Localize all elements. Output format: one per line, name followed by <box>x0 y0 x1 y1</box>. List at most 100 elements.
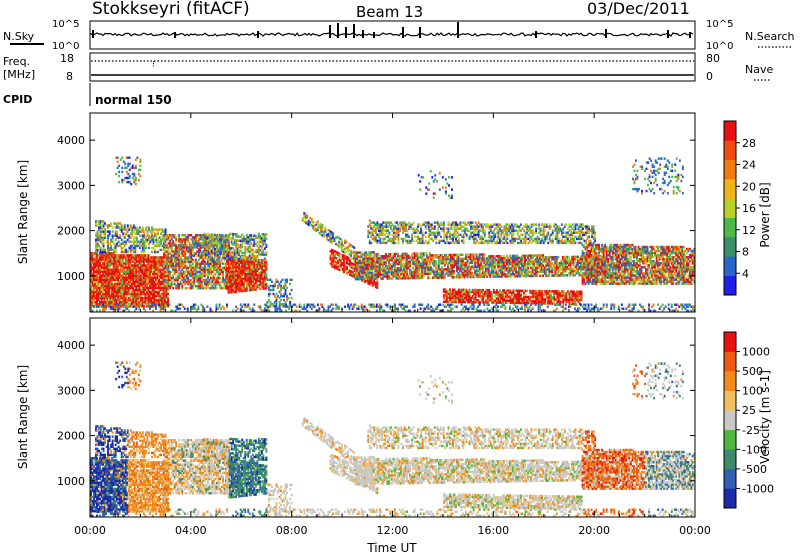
power-cell <box>463 261 466 265</box>
power-cell <box>545 270 548 273</box>
power-cell <box>153 284 156 288</box>
power-cell <box>90 303 92 306</box>
power-cell <box>178 246 181 249</box>
power-cell <box>138 280 141 284</box>
power-cell <box>430 256 433 259</box>
power-cell <box>377 259 380 262</box>
power-cell <box>166 282 169 286</box>
power-cell <box>443 258 446 261</box>
power-cell <box>356 277 359 281</box>
power-cell <box>135 232 138 235</box>
power-cell <box>102 268 105 271</box>
power-cell <box>431 256 434 259</box>
power-cell <box>219 284 222 288</box>
power-cell <box>524 272 527 276</box>
power-cell <box>109 278 112 282</box>
power-cell <box>152 266 154 269</box>
power-cell <box>114 268 117 271</box>
power-cell <box>254 272 257 275</box>
power-cell <box>369 275 372 279</box>
power-cell <box>260 281 263 284</box>
power-cell <box>522 260 525 264</box>
power-cell <box>91 266 94 269</box>
power-cell <box>103 284 106 288</box>
power-cell <box>191 238 194 241</box>
power-cell <box>406 254 409 258</box>
power-cell <box>404 260 407 264</box>
power-cell <box>122 240 125 244</box>
power-cell <box>121 280 124 284</box>
power-cell <box>167 298 170 302</box>
power-cell <box>204 243 207 246</box>
power-cell <box>114 303 117 306</box>
power-cell <box>167 266 170 270</box>
power-cell <box>519 270 522 274</box>
power-cell <box>533 254 536 257</box>
power-cell <box>334 250 336 253</box>
power-cell <box>262 263 265 266</box>
power-cell <box>211 236 214 239</box>
power-cell <box>226 242 229 246</box>
power-cell <box>554 274 557 277</box>
power-cell <box>152 242 155 246</box>
power-cell <box>123 290 126 294</box>
power-cell <box>142 298 145 302</box>
power-cell <box>148 242 150 246</box>
power-cell <box>555 272 558 275</box>
power-cell <box>123 282 126 286</box>
power-cell <box>121 294 124 298</box>
power-cell <box>431 276 434 279</box>
power-cell <box>227 248 230 252</box>
power-cell <box>245 258 248 262</box>
power-cell <box>115 298 118 302</box>
power-cell <box>227 246 230 250</box>
power-cell <box>487 263 490 266</box>
power-cell <box>518 256 520 260</box>
power-cell <box>208 287 211 290</box>
power-cell <box>527 264 530 268</box>
power-cell <box>200 254 203 257</box>
power-cell <box>217 272 220 276</box>
power-cell <box>158 301 161 304</box>
power-cell <box>253 250 256 254</box>
power-cell <box>210 262 212 265</box>
power-cell <box>217 262 220 265</box>
power-cell <box>108 248 111 252</box>
beam-label: Beam 13 <box>356 3 423 21</box>
power-cell <box>179 282 182 286</box>
power-cell <box>218 238 221 241</box>
power-cell <box>319 229 322 232</box>
power-cell <box>95 244 97 248</box>
power-cell <box>427 268 430 271</box>
power-cell <box>551 256 554 259</box>
power-cell <box>242 273 245 276</box>
power-cell <box>181 250 184 253</box>
power-cell <box>107 242 110 246</box>
power-cell <box>359 274 362 277</box>
power-cell <box>218 252 221 255</box>
power-cell <box>138 294 141 298</box>
power-cell <box>145 226 147 229</box>
power-cell <box>121 266 124 269</box>
power-cell <box>263 237 266 240</box>
power-cell <box>490 269 493 272</box>
power-cell <box>530 254 533 257</box>
power-cell <box>194 266 197 270</box>
power-cell <box>239 247 242 251</box>
power-cell <box>372 253 375 256</box>
power-cell <box>363 273 366 277</box>
power-cell <box>391 269 393 272</box>
power-cell <box>141 268 144 271</box>
power-cell <box>223 240 226 243</box>
power-cell <box>516 260 519 264</box>
power-cell <box>361 279 364 282</box>
power-cell <box>118 270 121 273</box>
power-cell <box>202 240 205 243</box>
power-cell <box>102 282 105 286</box>
power-cell <box>127 278 130 282</box>
power-cell <box>99 250 102 254</box>
power-cell <box>433 276 436 279</box>
power-cell <box>117 258 120 261</box>
power-cell <box>561 274 564 277</box>
power-cell <box>496 271 499 274</box>
